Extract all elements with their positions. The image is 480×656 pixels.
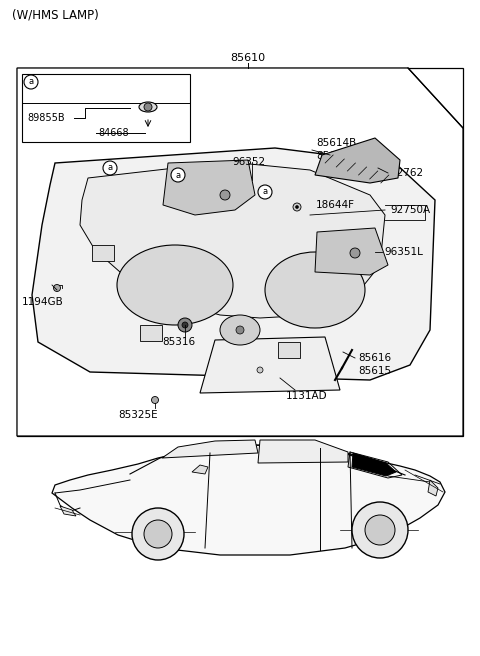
Circle shape [365, 515, 395, 545]
Bar [140, 325, 162, 341]
Circle shape [182, 322, 188, 328]
Text: 85316: 85316 [162, 337, 195, 347]
Bar [22, 74, 190, 142]
Text: 96351L: 96351L [384, 247, 423, 257]
Ellipse shape [117, 245, 233, 325]
Text: 1131AD: 1131AD [286, 391, 328, 401]
Circle shape [144, 520, 172, 548]
Polygon shape [315, 138, 400, 183]
Text: 92750A: 92750A [390, 205, 430, 215]
Bar [92, 245, 114, 261]
Text: 96352: 96352 [232, 157, 265, 167]
Text: 1194GB: 1194GB [22, 297, 64, 307]
Polygon shape [200, 337, 340, 393]
Polygon shape [162, 440, 258, 458]
Polygon shape [352, 453, 396, 476]
Ellipse shape [220, 315, 260, 345]
Text: a: a [263, 188, 267, 197]
Ellipse shape [139, 102, 157, 112]
Text: 85610: 85610 [230, 53, 265, 63]
Circle shape [296, 205, 299, 209]
Circle shape [171, 168, 185, 182]
Circle shape [236, 326, 244, 334]
Circle shape [257, 367, 263, 373]
Text: 92762: 92762 [390, 168, 423, 178]
Bar [17, 68, 463, 436]
Text: a: a [28, 77, 34, 87]
Circle shape [258, 185, 272, 199]
Circle shape [178, 318, 192, 332]
Text: 85616: 85616 [358, 353, 391, 363]
Text: (W/HMS LAMP): (W/HMS LAMP) [12, 8, 99, 21]
Polygon shape [315, 228, 388, 275]
Polygon shape [17, 68, 463, 436]
Polygon shape [428, 480, 438, 496]
Circle shape [53, 285, 60, 291]
Ellipse shape [265, 252, 365, 328]
Ellipse shape [144, 103, 152, 111]
Circle shape [132, 508, 184, 560]
Text: a: a [175, 171, 180, 180]
Text: 85615: 85615 [358, 366, 391, 376]
Text: 85614B: 85614B [316, 138, 356, 148]
Polygon shape [32, 148, 435, 380]
Circle shape [24, 75, 38, 89]
Circle shape [220, 190, 230, 200]
Circle shape [350, 248, 360, 258]
Text: 85325E: 85325E [118, 410, 157, 420]
Polygon shape [80, 163, 385, 318]
Text: 84668: 84668 [98, 128, 129, 138]
Polygon shape [163, 160, 255, 215]
Polygon shape [60, 506, 76, 516]
Circle shape [293, 203, 301, 211]
Circle shape [352, 502, 408, 558]
Circle shape [152, 396, 158, 403]
Polygon shape [52, 445, 445, 555]
Text: 85616A: 85616A [316, 151, 356, 161]
Text: 18644F: 18644F [316, 200, 355, 210]
Bar [278, 342, 300, 358]
Circle shape [103, 161, 117, 175]
Polygon shape [258, 440, 348, 463]
Text: a: a [108, 163, 113, 173]
Polygon shape [192, 465, 208, 474]
Text: 89855B: 89855B [27, 113, 65, 123]
